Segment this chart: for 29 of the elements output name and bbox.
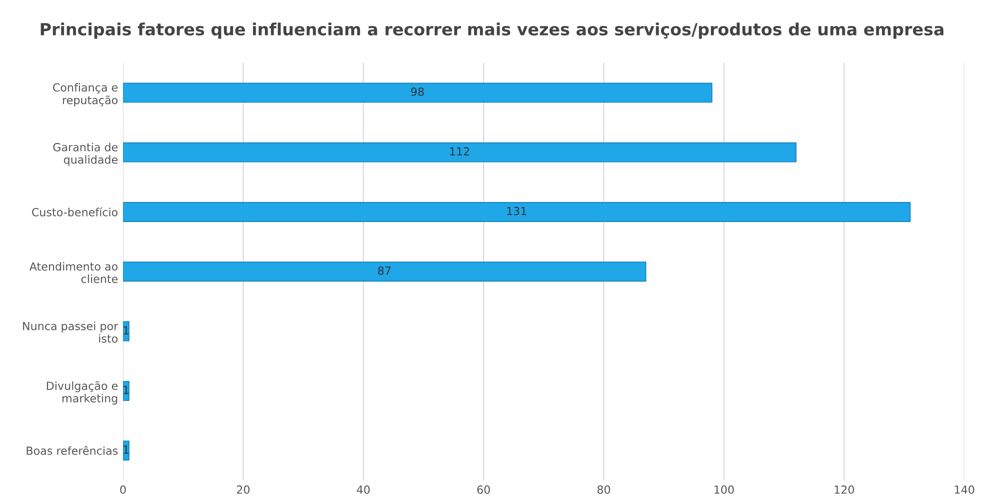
data-label: 131 — [507, 206, 526, 216]
bar — [123, 202, 911, 222]
bar — [123, 262, 646, 282]
x-tick-label: 20 — [236, 485, 250, 494]
x-tick-label: 80 — [597, 485, 610, 494]
x-tick-label: 100 — [714, 485, 734, 494]
y-tick-label: Garantia de qualidade — [53, 142, 118, 166]
data-label: 87 — [378, 266, 391, 275]
bar — [123, 142, 796, 162]
y-tick-label: Atendimento ao cliente — [29, 262, 118, 284]
bar — [123, 380, 130, 401]
x-tick-label: 60 — [477, 485, 490, 494]
data-label: 112 — [450, 147, 470, 156]
bar — [123, 82, 712, 103]
y-tick-label: Boas referências — [26, 446, 118, 455]
data-label: 98 — [411, 88, 424, 96]
data-label: 1 — [124, 386, 129, 394]
y-tick-label: Nunca passei por isto — [23, 322, 118, 343]
y-tick-label: Custo-benefício — [32, 207, 118, 216]
chart-title: Principais fatores que influenciam a recorrer mais vezes aos serviços/produtos de uma empresa — [40, 22, 944, 39]
data-label: 1 — [124, 446, 129, 454]
x-tick-label: 140 — [954, 485, 974, 494]
data-label: 1 — [124, 326, 129, 334]
x-tick-label: 0 — [120, 485, 126, 494]
y-tick-label: Divulgação e marketing — [46, 381, 118, 405]
y-tick-label: Confiança e reputação — [53, 83, 118, 106]
x-tick-label: 40 — [356, 485, 370, 494]
x-tick-label: 120 — [834, 485, 854, 494]
bar — [123, 440, 130, 461]
